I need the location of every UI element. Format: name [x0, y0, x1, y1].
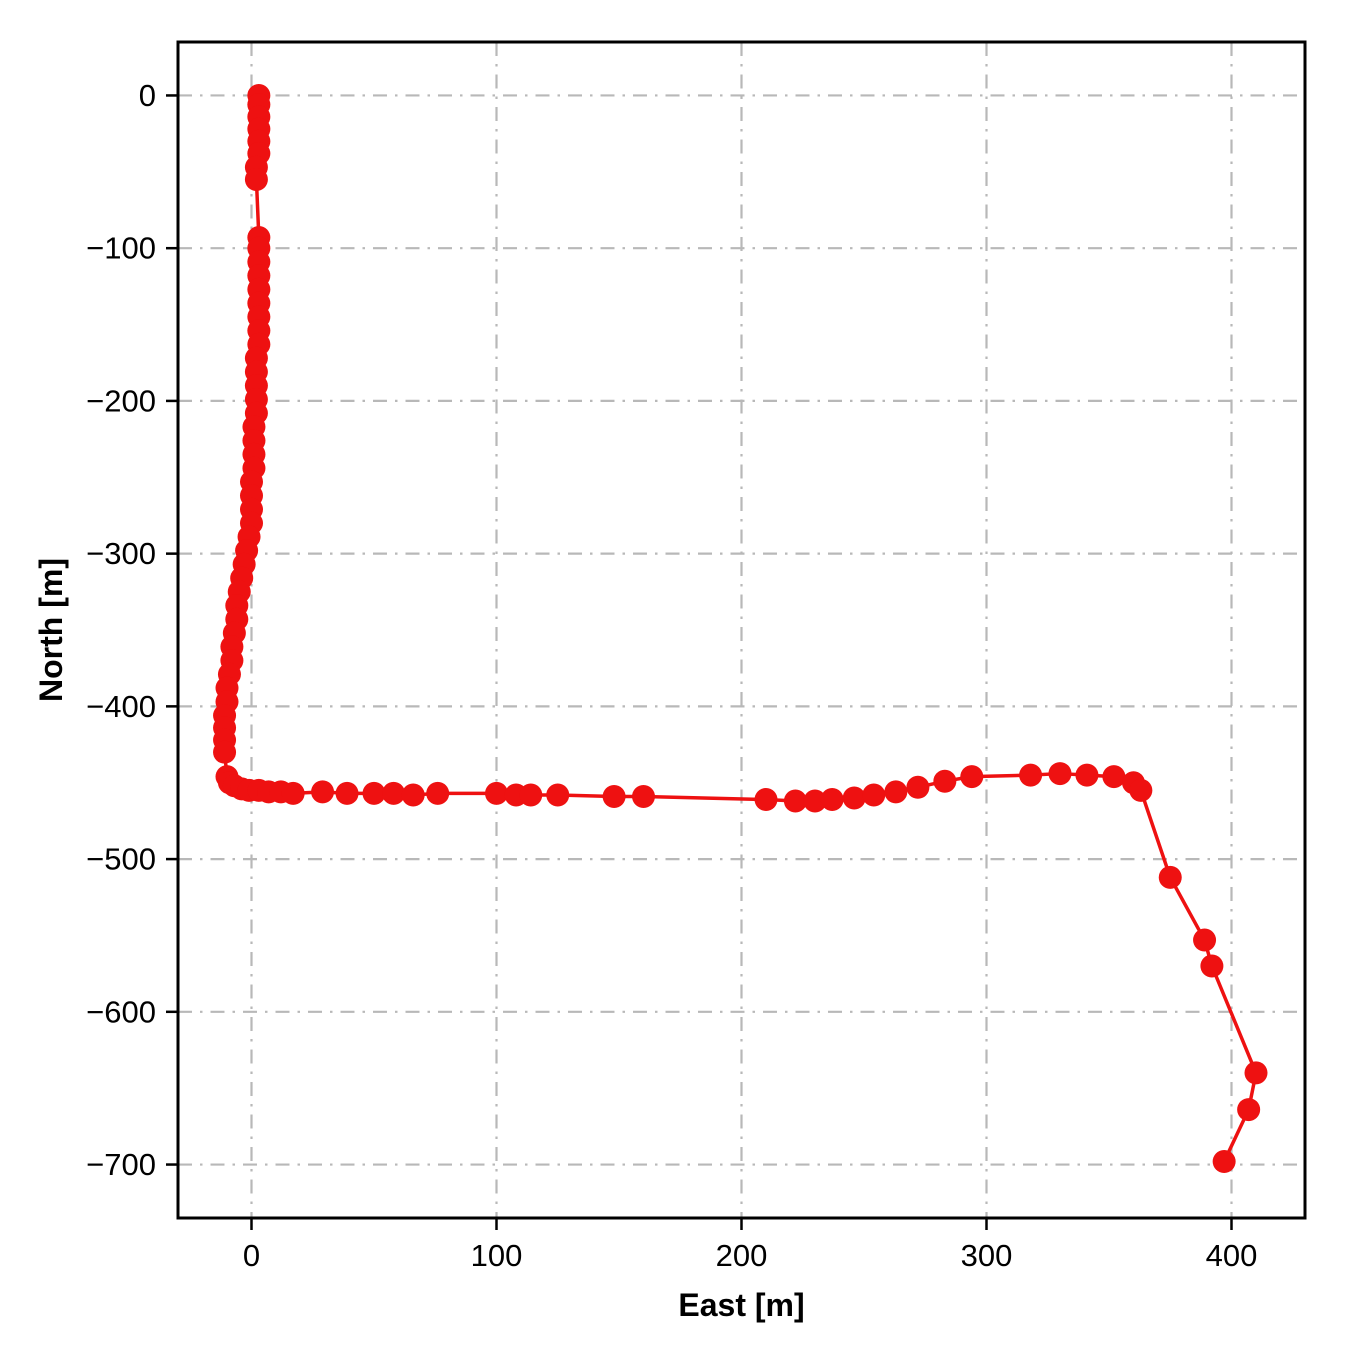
trajectory-point	[754, 788, 778, 812]
trajectory-point	[485, 781, 508, 805]
trajectory-point	[842, 786, 866, 810]
trajectory-point	[426, 781, 450, 805]
trajectory-point	[1200, 954, 1224, 978]
trajectory-point	[546, 783, 570, 807]
trajectory-point	[933, 769, 957, 793]
trajectory-point	[281, 781, 305, 805]
trajectory-point	[311, 780, 335, 804]
trajectory-point	[803, 789, 827, 813]
y-tick-label: −500	[86, 842, 156, 877]
trajectory-point	[884, 780, 908, 804]
trajectory-point	[1129, 778, 1153, 802]
y-tick-label: −300	[86, 536, 156, 571]
trajectory-markers	[213, 83, 1268, 1173]
trajectory-point	[519, 783, 543, 807]
grid-lines	[178, 42, 1305, 1218]
trajectory-point	[1075, 763, 1099, 787]
x-tick-label: 100	[471, 1238, 523, 1273]
x-tick-label: 400	[1206, 1238, 1258, 1273]
y-tick-label: −100	[86, 231, 156, 266]
trajectory-point	[1102, 765, 1126, 789]
trajectory-point	[862, 783, 886, 807]
trajectory-point	[1244, 1061, 1268, 1085]
y-tick-label: −200	[86, 383, 156, 418]
trajectory-point	[362, 781, 386, 805]
trajectory-point	[820, 788, 844, 812]
y-axis-label: North [m]	[33, 558, 69, 702]
x-tick-label: 200	[716, 1238, 768, 1273]
trajectory-point	[244, 167, 268, 191]
trajectory-point	[382, 781, 406, 805]
trajectory-point	[1237, 1098, 1261, 1122]
trajectory-line	[222, 95, 1258, 1163]
y-tick-label: −600	[86, 994, 156, 1029]
trajectory-point	[335, 781, 359, 805]
trajectory-point	[783, 789, 807, 813]
y-tick-label: −400	[86, 689, 156, 724]
trajectory-point	[401, 783, 425, 807]
trajectory-point	[213, 740, 237, 764]
trajectory-point	[906, 775, 930, 799]
trajectory-point	[960, 765, 984, 789]
trajectory-point	[1158, 865, 1182, 889]
trajectory-point	[1212, 1149, 1236, 1173]
trajectory-point	[1019, 763, 1043, 787]
x-tick-label: 0	[243, 1238, 260, 1273]
trajectory-point	[1193, 928, 1217, 952]
x-tick-label: 300	[961, 1238, 1013, 1273]
trajectory-point	[602, 784, 626, 808]
tick-marks	[166, 94, 1233, 1230]
trajectory-point	[632, 784, 655, 808]
y-tick-label: 0	[139, 78, 156, 113]
x-axis-label: East [m]	[678, 1287, 804, 1323]
trajectory-point	[1048, 762, 1072, 786]
y-tick-label: −700	[86, 1147, 156, 1182]
